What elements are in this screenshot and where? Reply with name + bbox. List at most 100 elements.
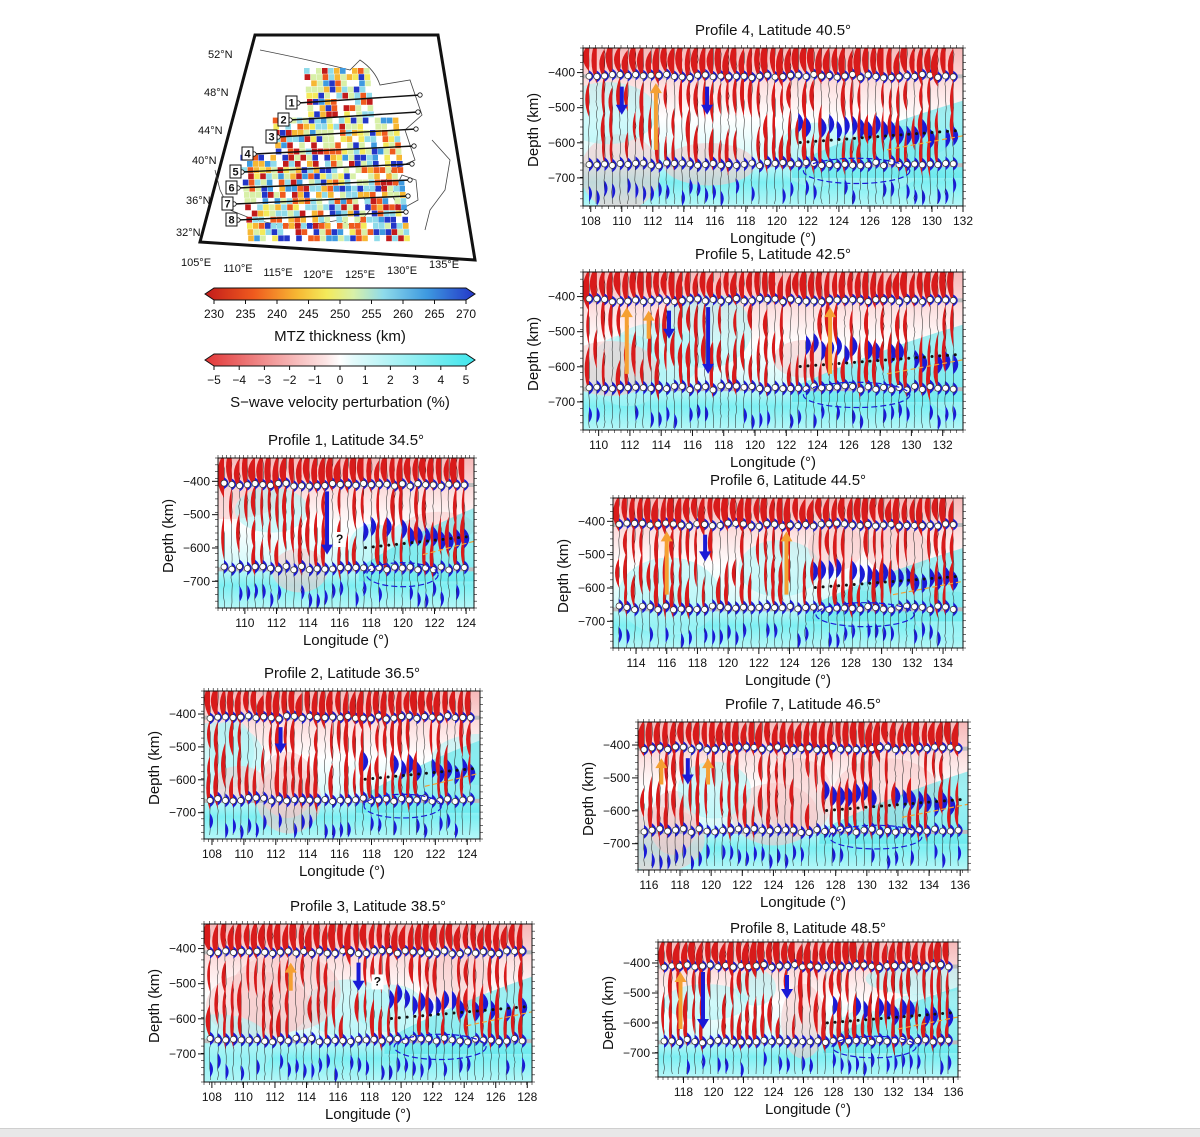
mtz-cell (322, 130, 328, 136)
d410-pick (732, 295, 740, 302)
slab-top-outline (422, 540, 474, 556)
depth-axis-label: Depth (km) (525, 92, 542, 167)
negative-phase (831, 48, 837, 79)
mtz-cell (295, 229, 302, 235)
d410-pick (275, 715, 283, 723)
d660-pick (748, 159, 756, 167)
mtz-cell (346, 198, 353, 204)
mtz-cell (400, 198, 407, 204)
d660-pick (934, 384, 942, 392)
mtz-cell (270, 216, 276, 223)
slab-pick (922, 131, 926, 135)
slab-pick (899, 357, 903, 361)
mtz-cell (371, 204, 377, 211)
negative-phase (503, 960, 507, 994)
negative-phase (837, 796, 841, 833)
mtz-cell (265, 229, 272, 235)
d660-pick (926, 606, 934, 613)
deep-phase (705, 405, 709, 422)
negative-phase (221, 742, 226, 789)
slab-pick (919, 801, 923, 805)
negative-phase (890, 965, 895, 997)
deep-phase (697, 403, 701, 420)
d410-pick (608, 71, 616, 78)
slab-region (358, 508, 474, 582)
negative-phase (701, 722, 707, 751)
deep-phase (717, 1056, 721, 1073)
deep-phase (909, 1053, 913, 1070)
mtz-cell (303, 123, 309, 130)
slab-pick (421, 1014, 425, 1018)
slab-pick (845, 137, 849, 141)
d660-pick (608, 385, 616, 393)
lon-tick-label: 114 (652, 438, 671, 452)
lon-tick-label: 132 (888, 878, 908, 892)
location-map: 52°N 48°N 44°N 40°N 36°N 32°N 105°E 110°E 115°E… (160, 30, 490, 281)
negative-phase (717, 82, 721, 115)
d410-pick (336, 714, 344, 722)
mtz-cell (335, 210, 342, 217)
negative-phase (678, 75, 682, 121)
mtz-cell (394, 130, 400, 136)
d660-pick (732, 162, 740, 169)
blue-arrowhead (352, 980, 365, 991)
mtz-cell (333, 185, 339, 192)
d660-pick (244, 794, 252, 801)
slab-pick (891, 133, 895, 137)
negative-phase (661, 991, 664, 1037)
slab-pick (868, 581, 872, 585)
d660-pick (822, 1039, 829, 1046)
d410-pick (585, 72, 593, 80)
map-lon-label: 110°E (223, 263, 252, 275)
negative-phase (745, 964, 749, 998)
mtz-cell (386, 179, 393, 186)
negative-phase (787, 722, 794, 755)
slab-pick (938, 354, 942, 358)
slab-pick (860, 582, 864, 586)
slab-phase (824, 780, 830, 801)
slab-pick (844, 583, 848, 587)
mtz-cell (388, 136, 395, 142)
mtz-cell (357, 185, 363, 192)
negative-phase (432, 954, 437, 998)
slab-pick (452, 1011, 456, 1015)
lon-tick-label: 120 (701, 878, 721, 892)
mtz-cell (342, 154, 348, 161)
deep-phase (425, 592, 429, 608)
d410-pick (274, 480, 282, 487)
slab-phase (416, 761, 422, 782)
d410-pick (771, 520, 778, 528)
d660-pick (934, 602, 942, 610)
negative-phase (242, 691, 249, 716)
map-lat-label: 32°N (176, 227, 201, 239)
blue-arrowhead (321, 544, 334, 555)
d660-pick (949, 160, 957, 168)
deep-phase (840, 1056, 844, 1073)
mtz-cell (306, 154, 312, 161)
slab-region (819, 771, 968, 844)
mtz-cell (339, 185, 345, 192)
negative-phase (407, 519, 410, 549)
receiver-function-trace (618, 498, 620, 648)
slab-phase (397, 983, 403, 1004)
slab-pick (468, 1010, 472, 1014)
mtz-cell (324, 92, 330, 99)
mtz-cell (271, 161, 277, 167)
deep-phase (769, 853, 773, 870)
negative-phase (403, 691, 410, 719)
negative-phase (774, 780, 778, 821)
lon-tick-label: 128 (870, 438, 890, 452)
slab-pick (814, 139, 818, 143)
d410-pick (359, 714, 367, 722)
colorbar-tick-label: 2 (387, 373, 394, 387)
depth-tick-label: −500 (169, 740, 196, 754)
deep-phase (522, 1057, 526, 1074)
deep-phase (651, 411, 654, 428)
negative-phase (668, 272, 675, 305)
d660-pick (616, 160, 624, 167)
d410-pick (825, 72, 833, 79)
mtz-cell (304, 192, 310, 198)
colorbar-tick-label: 230 (204, 307, 224, 321)
negative-phase (272, 458, 279, 499)
slab-pick (418, 540, 422, 544)
